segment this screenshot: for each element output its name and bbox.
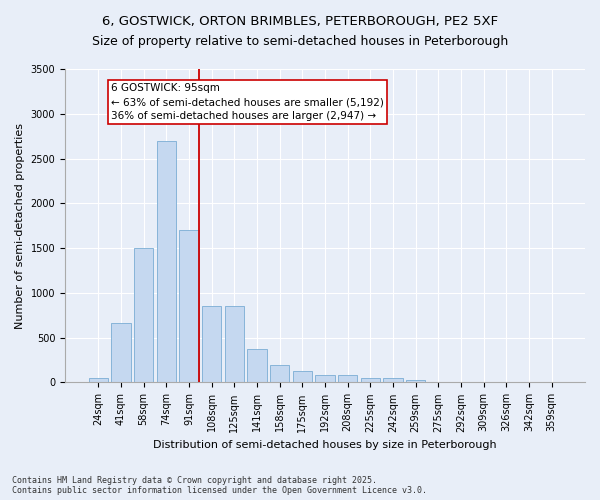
Bar (338, 376, 358, 382)
Bar (293, 371, 312, 382)
Bar (361, 378, 380, 382)
Bar (202, 306, 221, 382)
X-axis label: Distribution of semi-detached houses by size in Peterborough: Distribution of semi-detached houses by … (153, 440, 497, 450)
Bar (134, 248, 153, 382)
Text: 6 GOSTWICK: 95sqm
← 63% of semi-detached houses are smaller (5,192)
36% of semi-: 6 GOSTWICK: 95sqm ← 63% of semi-detached… (111, 84, 383, 122)
Text: Size of property relative to semi-detached houses in Peterborough: Size of property relative to semi-detach… (92, 35, 508, 48)
Text: Contains HM Land Registry data © Crown copyright and database right 2025.
Contai: Contains HM Land Registry data © Crown c… (12, 476, 427, 495)
Bar (89, 378, 108, 382)
Bar (157, 140, 176, 382)
Y-axis label: Number of semi-detached properties: Number of semi-detached properties (15, 122, 25, 328)
Bar (316, 376, 335, 382)
Bar (270, 364, 289, 382)
Bar (406, 380, 425, 382)
Bar (383, 378, 403, 382)
Bar (179, 230, 199, 382)
Bar (112, 324, 131, 382)
Bar (224, 306, 244, 382)
Text: 6, GOSTWICK, ORTON BRIMBLES, PETERBOROUGH, PE2 5XF: 6, GOSTWICK, ORTON BRIMBLES, PETERBOROUG… (102, 15, 498, 28)
Bar (247, 350, 266, 382)
